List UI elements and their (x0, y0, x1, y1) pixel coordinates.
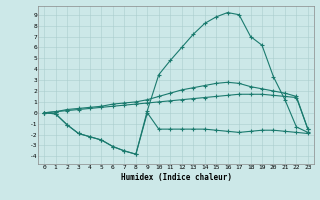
X-axis label: Humidex (Indice chaleur): Humidex (Indice chaleur) (121, 173, 231, 182)
